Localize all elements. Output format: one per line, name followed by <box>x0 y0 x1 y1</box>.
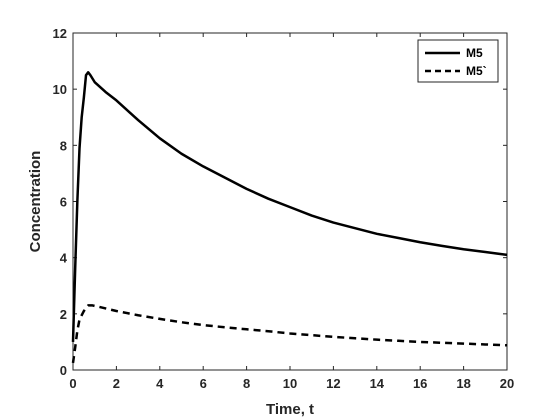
y-tick-label: 6 <box>60 195 67 210</box>
legend: M5 M5` <box>417 39 499 83</box>
x-tick-label: 16 <box>413 376 427 391</box>
x-tick-label: 0 <box>69 376 76 391</box>
y-tick-label: 8 <box>60 138 67 153</box>
legend-label-m5: M5 <box>466 46 483 60</box>
x-tick-label: 12 <box>326 376 340 391</box>
x-tick-label: 8 <box>243 376 250 391</box>
y-tick-label: 10 <box>53 82 67 97</box>
y-tick-label: 4 <box>60 251 68 266</box>
x-tick-label: 6 <box>200 376 207 391</box>
legend-label-m5-prime: M5` <box>466 64 487 78</box>
y-axis-label: Concentration <box>27 151 44 253</box>
x-tick-label: 4 <box>156 376 164 391</box>
legend-box <box>417 39 499 83</box>
y-tick-label: 12 <box>53 26 67 41</box>
series-line-m5 <box>71 71 508 342</box>
x-tick-label: 14 <box>370 376 385 391</box>
x-tick-label: 20 <box>500 376 514 391</box>
x-tick-label: 18 <box>456 376 470 391</box>
series-layer <box>71 71 508 364</box>
plot-frame <box>72 32 508 371</box>
y-tick-label: 2 <box>60 307 67 322</box>
plot-area <box>72 32 508 371</box>
y-tick-label: 0 <box>60 363 67 378</box>
x-tick-label: 10 <box>283 376 297 391</box>
x-tick-label: 2 <box>113 376 120 391</box>
x-axis-ticks: 0 2 4 6 8 10 12 14 16 18 20 <box>69 33 514 391</box>
x-axis-label: Time, t <box>266 401 314 418</box>
series-line-m5-prime <box>71 304 508 364</box>
